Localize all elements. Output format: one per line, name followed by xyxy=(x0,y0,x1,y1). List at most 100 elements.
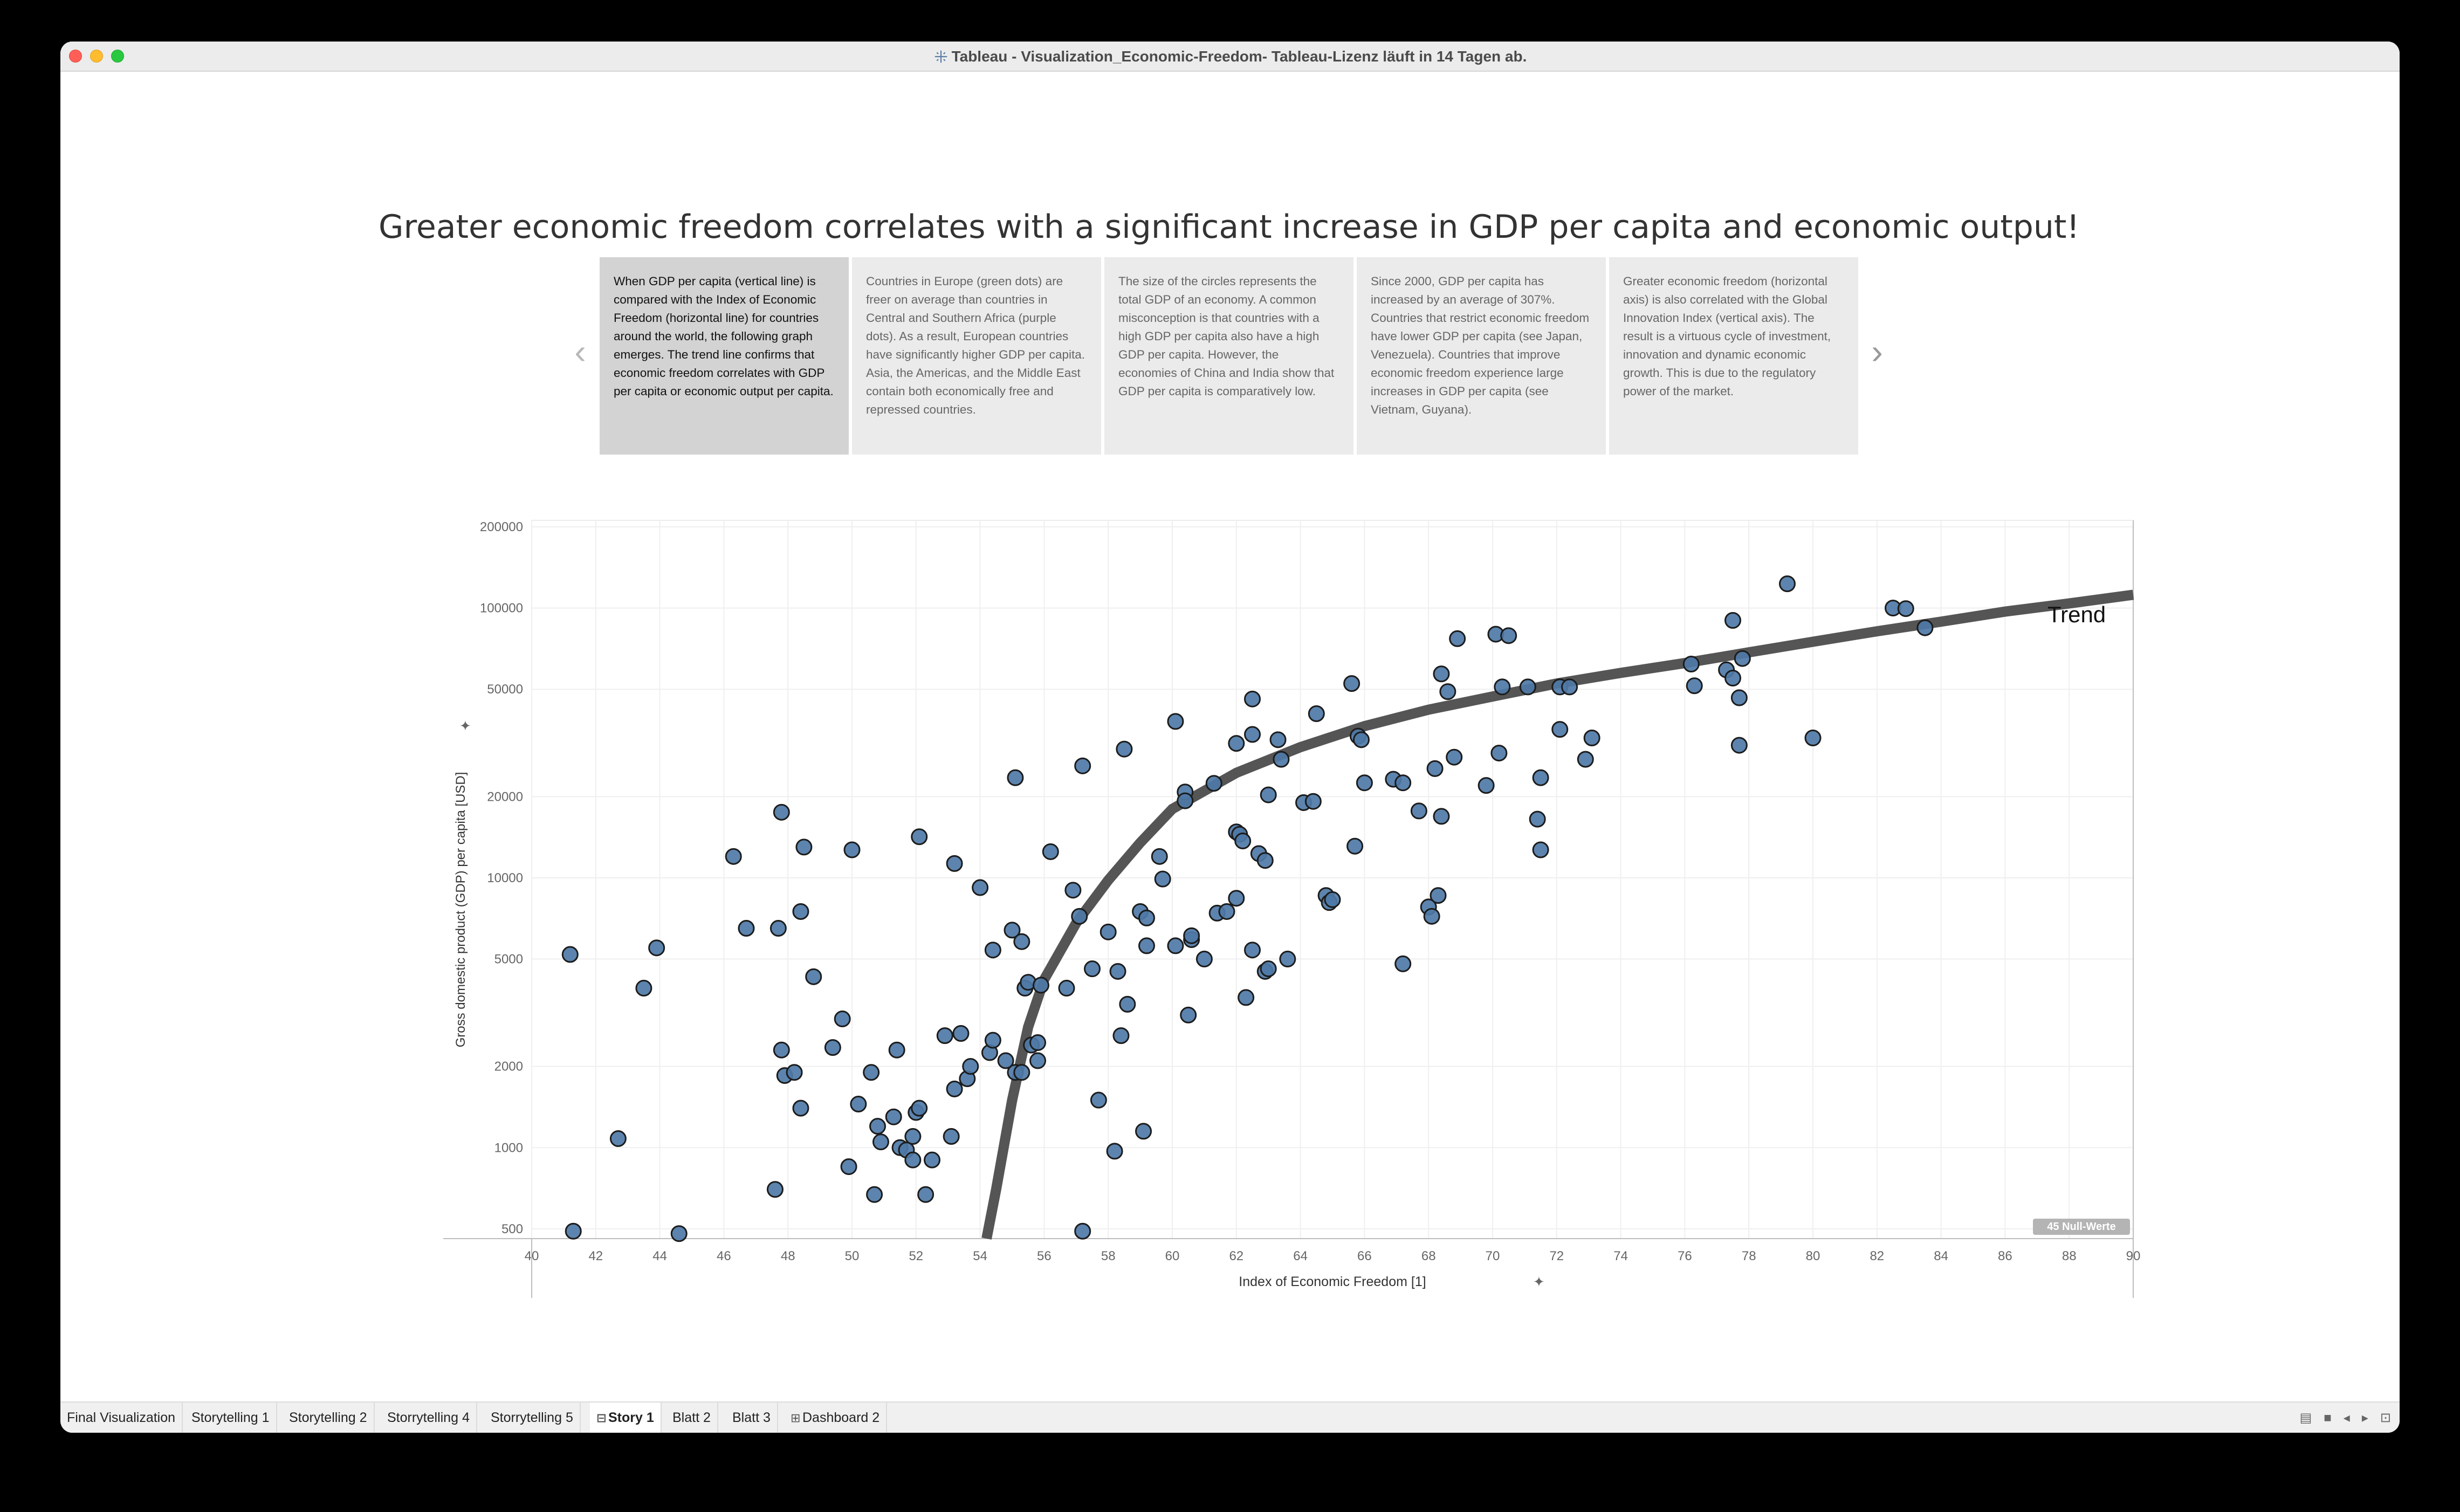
data-point[interactable] xyxy=(863,1064,880,1081)
data-point[interactable] xyxy=(1090,1091,1107,1109)
data-point[interactable] xyxy=(1532,769,1549,786)
data-point[interactable] xyxy=(850,1096,867,1113)
data-point[interactable] xyxy=(1042,843,1059,860)
data-point[interactable] xyxy=(1013,1064,1030,1081)
y-axis-title[interactable]: Gross domestic product (GDP) per capita … xyxy=(453,772,468,1048)
data-point[interactable] xyxy=(769,920,787,937)
sheet-tab-storrytelling-4[interactable]: Storrytelling 4 xyxy=(381,1403,477,1433)
data-point[interactable] xyxy=(1449,630,1466,647)
data-point[interactable] xyxy=(1279,951,1296,968)
data-point[interactable] xyxy=(1205,775,1222,792)
data-point[interactable] xyxy=(1394,774,1412,792)
data-point[interactable] xyxy=(872,1133,889,1151)
data-point[interactable] xyxy=(1029,1052,1047,1069)
data-point[interactable] xyxy=(1064,882,1082,899)
next-icon[interactable]: ▸ xyxy=(2361,1411,2368,1425)
story-point-5[interactable]: Greater economic freedom (horizontal axi… xyxy=(1609,257,1858,455)
data-point[interactable] xyxy=(1730,737,1748,754)
data-point[interactable] xyxy=(1084,960,1101,978)
data-point[interactable] xyxy=(1071,908,1088,925)
data-point[interactable] xyxy=(1433,808,1450,825)
data-point[interactable] xyxy=(1013,933,1030,950)
data-point[interactable] xyxy=(1583,730,1600,747)
pin-icon[interactable]: ✦ xyxy=(1533,1274,1545,1290)
data-point[interactable] xyxy=(1228,735,1245,752)
data-point[interactable] xyxy=(997,1052,1014,1069)
data-point[interactable] xyxy=(773,803,790,821)
data-point[interactable] xyxy=(904,1128,922,1145)
data-point[interactable] xyxy=(1004,922,1021,939)
x-axis-title[interactable]: Index of Economic Freedom [1] xyxy=(1239,1274,1426,1289)
data-point[interactable] xyxy=(1244,690,1261,707)
data-point[interactable] xyxy=(1304,793,1322,810)
data-point[interactable] xyxy=(1135,1123,1152,1140)
grid-view-icon[interactable]: ▤ xyxy=(2299,1411,2312,1425)
data-point[interactable] xyxy=(924,1151,940,1169)
data-point[interactable] xyxy=(946,1080,963,1097)
data-point[interactable] xyxy=(1494,678,1511,696)
data-point[interactable] xyxy=(1195,951,1213,968)
data-point[interactable] xyxy=(1244,941,1261,959)
sheet-tab-blatt-3[interactable]: Blatt 3 xyxy=(726,1403,778,1433)
data-point[interactable] xyxy=(1532,841,1549,858)
data-point[interactable] xyxy=(1682,655,1700,672)
data-point[interactable] xyxy=(1106,1143,1123,1160)
data-point[interactable] xyxy=(824,1039,841,1056)
data-point[interactable] xyxy=(1324,891,1341,908)
data-point[interactable] xyxy=(1730,689,1748,706)
data-point[interactable] xyxy=(1032,977,1049,994)
data-point[interactable] xyxy=(1897,600,1914,617)
data-point[interactable] xyxy=(792,1099,809,1117)
data-point[interactable] xyxy=(1112,1027,1130,1044)
data-point[interactable] xyxy=(1234,833,1252,850)
data-point[interactable] xyxy=(888,1041,905,1059)
data-point[interactable] xyxy=(738,920,755,937)
sheet-tab-story-1[interactable]: ⊟ Story 1 xyxy=(590,1403,662,1433)
data-point[interactable] xyxy=(1410,802,1427,820)
data-point[interactable] xyxy=(1167,937,1184,954)
data-point[interactable] xyxy=(805,968,822,985)
data-point[interactable] xyxy=(1260,960,1277,978)
data-point[interactable] xyxy=(843,841,861,858)
data-point[interactable] xyxy=(1577,751,1594,768)
sheet-tab-storytelling-2[interactable]: Storytelling 2 xyxy=(283,1403,375,1433)
data-point[interactable] xyxy=(904,1151,922,1169)
minimize-window-button[interactable] xyxy=(90,50,103,63)
prev-icon[interactable]: ◂ xyxy=(2343,1411,2350,1425)
sheet-tab-storytelling-1[interactable]: Storytelling 1 xyxy=(185,1403,277,1433)
data-point[interactable] xyxy=(1154,870,1171,888)
data-point[interactable] xyxy=(984,941,1001,959)
data-point[interactable] xyxy=(1423,908,1440,925)
data-point[interactable] xyxy=(1519,678,1536,696)
data-point[interactable] xyxy=(1151,848,1168,865)
data-point[interactable] xyxy=(962,1058,979,1075)
single-view-icon[interactable]: ■ xyxy=(2324,1411,2332,1425)
data-point[interactable] xyxy=(725,848,742,865)
data-point[interactable] xyxy=(911,1099,928,1117)
data-point[interactable] xyxy=(766,1181,784,1198)
story-point-4[interactable]: Since 2000, GDP per capita has increased… xyxy=(1357,257,1606,455)
data-point[interactable] xyxy=(1058,980,1075,997)
data-point[interactable] xyxy=(1352,731,1370,748)
data-point[interactable] xyxy=(1804,730,1822,747)
data-point[interactable] xyxy=(840,1158,857,1176)
data-point[interactable] xyxy=(1686,677,1703,695)
data-point[interactable] xyxy=(1269,731,1287,748)
data-point[interactable] xyxy=(1426,760,1444,777)
data-point[interactable] xyxy=(1238,989,1255,1006)
data-point[interactable] xyxy=(1177,792,1194,809)
data-point[interactable] xyxy=(1109,963,1126,980)
data-point[interactable] xyxy=(1394,955,1412,972)
data-point[interactable] xyxy=(786,1064,803,1081)
sheet-tab-blatt-2[interactable]: Blatt 2 xyxy=(666,1403,718,1433)
data-point[interactable] xyxy=(1356,774,1373,792)
data-point[interactable] xyxy=(1724,670,1741,687)
data-point[interactable] xyxy=(1433,665,1450,683)
data-point[interactable] xyxy=(1346,837,1364,855)
story-point-1[interactable]: When GDP per capita (vertical line) is c… xyxy=(600,257,849,455)
data-point[interactable] xyxy=(943,1128,960,1145)
data-point[interactable] xyxy=(1724,612,1741,629)
data-point[interactable] xyxy=(1167,713,1184,730)
data-point[interactable] xyxy=(565,1222,582,1240)
null-values-badge[interactable]: 45 Null-Werte xyxy=(2033,1219,2130,1235)
